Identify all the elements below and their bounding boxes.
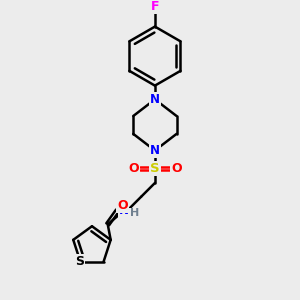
Text: F: F <box>151 0 159 14</box>
Text: O: O <box>128 162 139 175</box>
Text: O: O <box>171 162 182 175</box>
Text: H: H <box>130 208 139 218</box>
Text: S: S <box>150 162 160 175</box>
Text: N: N <box>118 204 128 217</box>
Text: S: S <box>75 255 84 268</box>
Text: N: N <box>150 144 160 157</box>
Text: O: O <box>117 199 128 212</box>
Text: N: N <box>150 93 160 106</box>
